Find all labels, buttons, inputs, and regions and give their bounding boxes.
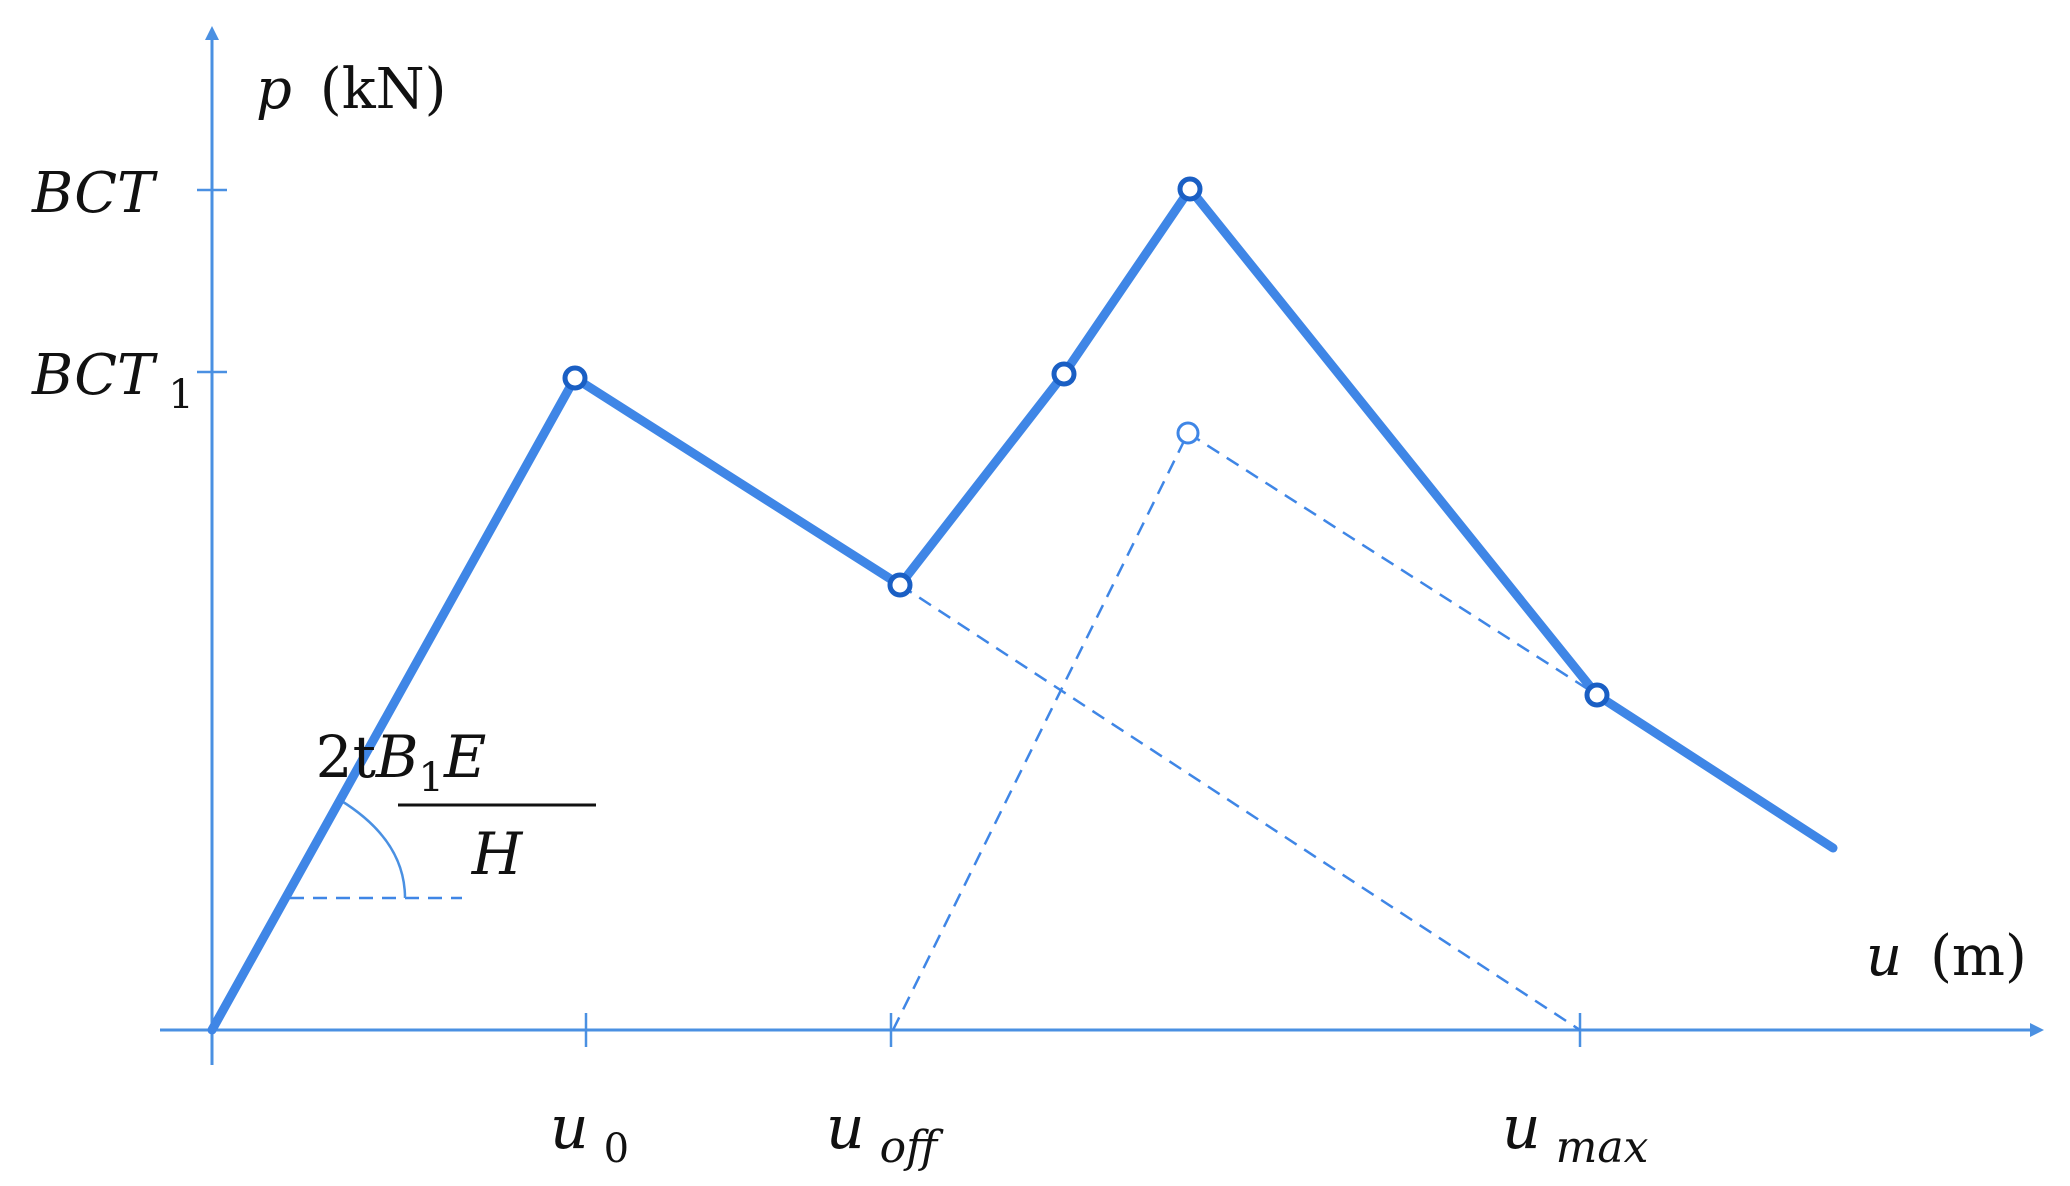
curve-node-softening	[1584, 682, 1610, 708]
x-tick-label-umax-sub: max	[1556, 1122, 1649, 1173]
x-tick-label-u0: u 0	[550, 1093, 629, 1172]
x-tick-label-uoff: u off	[826, 1093, 944, 1173]
x-tick-label-u0-main: u	[550, 1093, 589, 1163]
dashed-unload-line	[899, 583, 1581, 1032]
curve-node-peak2	[1177, 176, 1203, 202]
curve-node-peak1	[562, 365, 588, 391]
main-load-curve	[207, 184, 1838, 1035]
slope-num-e: E	[443, 723, 486, 791]
curve-node-mid	[1051, 361, 1077, 387]
x-axis-unit: (m)	[1930, 924, 2027, 989]
slope-numerator: 2tB1E	[316, 723, 487, 801]
slope-num-b: B	[375, 723, 419, 791]
y-axis-var: p	[256, 57, 292, 122]
dashed-reload-line	[891, 432, 1190, 1031]
x-tick-label-umax-main: u	[1502, 1093, 1541, 1163]
x-tick-label-u0-sub: 0	[604, 1126, 629, 1172]
curve-node-valley	[887, 572, 913, 598]
slope-denominator: H	[471, 820, 524, 888]
x-tick-label-uoff-sub: off	[880, 1122, 944, 1173]
y-axis-label: p (kN)	[256, 57, 447, 122]
y-axis-unit: (kN)	[320, 57, 447, 122]
slope-angle-arc	[339, 798, 407, 899]
x-tick-label-uoff-main: u	[826, 1093, 865, 1163]
x-tick-label-umax: u max	[1502, 1093, 1649, 1173]
dashed-softening-line	[1187, 431, 1598, 697]
y-tick-label-bct1: BCT 1	[31, 343, 194, 418]
slope-num-coef: 2t	[316, 723, 376, 791]
y-tick-label-bct1-sub: 1	[168, 372, 193, 418]
y-tick-label-bct1-main: BCT	[31, 343, 158, 408]
x-axis-label: u (m)	[1866, 924, 2027, 989]
y-tick-label-bct: BCT	[31, 161, 158, 226]
x-axis-var: u	[1866, 924, 1902, 989]
dashed-node-apex	[1176, 421, 1200, 445]
slope-num-sub: 1	[419, 755, 444, 801]
